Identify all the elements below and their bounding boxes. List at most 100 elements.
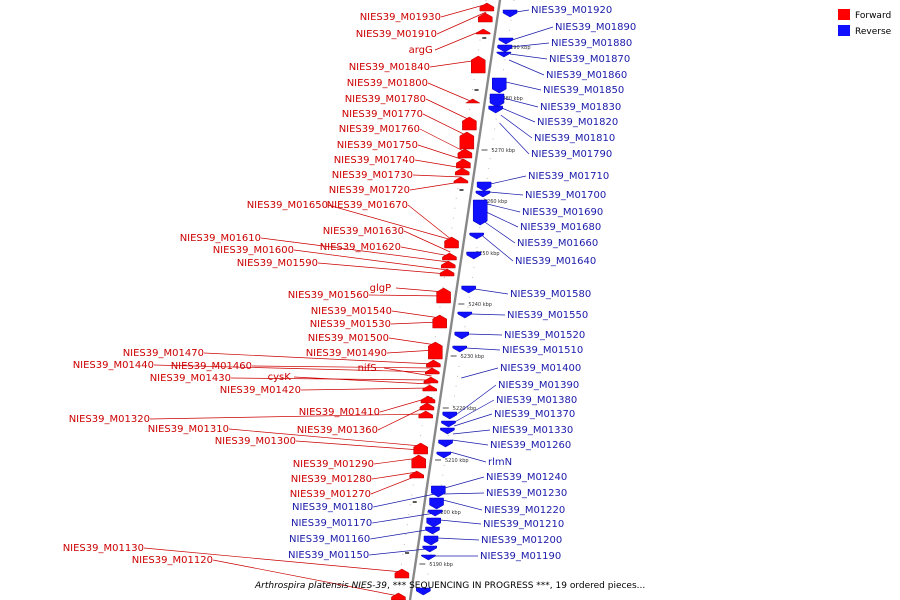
gene-forward[interactable] xyxy=(456,158,471,169)
gene-label-forward[interactable]: NIES39_M01500 xyxy=(308,333,389,344)
gene-reverse[interactable] xyxy=(416,587,431,596)
gene-label-forward[interactable]: NIES39_M01610 xyxy=(180,233,261,244)
gene-forward[interactable] xyxy=(475,28,491,35)
gene-forward[interactable] xyxy=(462,116,477,131)
gene-reverse[interactable] xyxy=(498,37,514,45)
gene-label-forward[interactable]: argG xyxy=(409,45,433,56)
gene-label-reverse[interactable]: NIES39_M01790 xyxy=(531,149,612,160)
gene-label-forward[interactable]: NIES39_M01560 xyxy=(288,290,369,301)
gene-label-reverse[interactable]: NIES39_M01150 xyxy=(288,550,369,561)
gene-forward[interactable] xyxy=(394,568,410,579)
gene-label-reverse[interactable]: NIES39_M01880 xyxy=(551,38,632,49)
gene-forward[interactable] xyxy=(409,470,424,479)
gene-label-forward[interactable]: NIES39_M01590 xyxy=(237,258,318,269)
gene-forward[interactable] xyxy=(432,314,447,329)
gene-label-forward[interactable]: NIES39_M01490 xyxy=(306,348,387,359)
gene-label-reverse[interactable]: NIES39_M01520 xyxy=(504,330,585,341)
gene-label-forward[interactable]: cysK xyxy=(268,372,292,383)
gene-label-reverse[interactable]: NIES39_M01190 xyxy=(480,551,561,562)
gene-label-forward[interactable]: NIES39_M01630 xyxy=(323,226,404,237)
gene-label-reverse[interactable]: NIES39_M01700 xyxy=(525,190,606,201)
gene-label-reverse[interactable]: NIES39_M01200 xyxy=(481,535,562,546)
gene-forward[interactable] xyxy=(413,442,428,455)
gene-label-reverse[interactable]: NIES39_M01710 xyxy=(528,171,609,182)
gene-label-forward[interactable]: NIES39_M01460 xyxy=(171,361,252,372)
gene-reverse[interactable] xyxy=(472,199,488,226)
gene-label-forward[interactable]: NIES39_M01670 xyxy=(327,200,408,211)
gene-label-reverse[interactable]: NIES39_M01510 xyxy=(502,345,583,356)
gene-forward[interactable] xyxy=(426,359,441,368)
gene-label-reverse[interactable]: NIES39_M01690 xyxy=(522,207,603,218)
gene-reverse[interactable] xyxy=(489,93,505,108)
gene-forward[interactable] xyxy=(419,402,435,411)
gene-reverse[interactable] xyxy=(502,9,518,18)
gene-forward[interactable] xyxy=(459,131,475,150)
gene-reverse[interactable] xyxy=(436,451,452,459)
gene-label-forward[interactable]: NIES39_M01540 xyxy=(311,306,392,317)
gene-label-forward[interactable]: NIES39_M01620 xyxy=(320,242,401,253)
gene-label-forward[interactable]: NIES39_M01470 xyxy=(123,348,204,359)
gene-label-forward[interactable]: NIES39_M01120 xyxy=(132,555,213,566)
gene-forward[interactable] xyxy=(425,367,440,375)
gene-label-forward[interactable]: NIES39_M01270 xyxy=(290,489,371,500)
gene-label-reverse[interactable]: NIES39_M01660 xyxy=(517,238,598,249)
gene-label-reverse[interactable]: NIES39_M01160 xyxy=(289,534,370,545)
gene-label-forward[interactable]: NIES39_M01410 xyxy=(299,407,380,418)
gene-label-reverse[interactable]: NIES39_M01180 xyxy=(292,502,373,513)
gene-label-reverse[interactable]: NIES39_M01920 xyxy=(531,5,612,16)
gene-label-forward[interactable]: NIES39_M01730 xyxy=(332,170,413,181)
gene-reverse[interactable] xyxy=(431,485,446,498)
gene-label-reverse[interactable]: NIES39_M01550 xyxy=(507,310,588,321)
gene-label-reverse[interactable]: NIES39_M01380 xyxy=(496,395,577,406)
gene-label-forward[interactable]: NIES39_M01740 xyxy=(334,155,415,166)
gene-label-forward[interactable]: nifS xyxy=(358,363,377,374)
gene-reverse[interactable] xyxy=(442,411,457,420)
gene-label-forward[interactable]: NIES39_M01910 xyxy=(356,29,437,40)
gene-label-forward[interactable]: glgP xyxy=(370,283,392,294)
gene-forward[interactable] xyxy=(444,236,459,249)
gene-reverse[interactable] xyxy=(461,285,476,294)
gene-reverse[interactable] xyxy=(469,232,484,240)
gene-forward[interactable] xyxy=(464,98,481,104)
gene-forward[interactable] xyxy=(441,260,456,269)
gene-label-forward[interactable]: NIES39_M01290 xyxy=(293,459,374,470)
gene-reverse[interactable] xyxy=(454,331,469,340)
gene-label-forward[interactable]: NIES39_M01360 xyxy=(297,425,378,436)
gene-label-forward[interactable]: NIES39_M01650 xyxy=(247,200,328,211)
gene-forward[interactable] xyxy=(442,252,457,261)
gene-label-forward[interactable]: NIES39_M01750 xyxy=(337,140,418,151)
gene-label-forward[interactable]: NIES39_M01600 xyxy=(213,245,294,256)
gene-label-reverse[interactable]: NIES39_M01860 xyxy=(546,70,627,81)
gene-label-forward[interactable]: NIES39_M01280 xyxy=(291,474,372,485)
gene-reverse[interactable] xyxy=(466,251,481,260)
gene-forward[interactable] xyxy=(391,592,406,600)
gene-label-reverse[interactable]: NIES39_M01810 xyxy=(534,133,615,144)
gene-forward[interactable] xyxy=(471,55,486,74)
gene-forward[interactable] xyxy=(478,12,493,23)
gene-label-forward[interactable]: NIES39_M01130 xyxy=(63,543,144,554)
gene-label-reverse[interactable]: rlmN xyxy=(488,457,512,468)
gene-label-forward[interactable]: NIES39_M01930 xyxy=(360,12,441,23)
gene-label-reverse[interactable]: NIES39_M01220 xyxy=(484,505,565,516)
gene-reverse[interactable] xyxy=(441,420,456,428)
gene-label-forward[interactable]: NIES39_M01430 xyxy=(150,373,231,384)
gene-reverse[interactable] xyxy=(488,105,503,114)
gene-label-forward[interactable]: NIES39_M01760 xyxy=(339,124,420,135)
gene-forward[interactable] xyxy=(411,454,426,469)
gene-label-reverse[interactable]: NIES39_M01850 xyxy=(543,85,624,96)
gene-reverse[interactable] xyxy=(438,439,453,448)
gene-reverse[interactable] xyxy=(429,497,444,510)
gene-reverse[interactable] xyxy=(425,526,440,535)
gene-reverse[interactable] xyxy=(475,190,491,198)
gene-forward[interactable] xyxy=(418,410,433,419)
gene-forward[interactable] xyxy=(457,148,473,159)
gene-label-forward[interactable]: NIES39_M01300 xyxy=(215,436,296,447)
gene-forward[interactable] xyxy=(453,176,469,184)
gene-label-forward[interactable]: NIES39_M01780 xyxy=(345,94,426,105)
gene-label-forward[interactable]: NIES39_M01320 xyxy=(69,414,150,425)
gene-reverse[interactable] xyxy=(457,311,473,319)
gene-reverse[interactable] xyxy=(426,517,441,528)
gene-label-forward[interactable]: NIES39_M01770 xyxy=(342,109,423,120)
gene-label-forward[interactable]: NIES39_M01440 xyxy=(73,360,154,371)
gene-label-reverse[interactable]: NIES39_M01170 xyxy=(291,518,372,529)
